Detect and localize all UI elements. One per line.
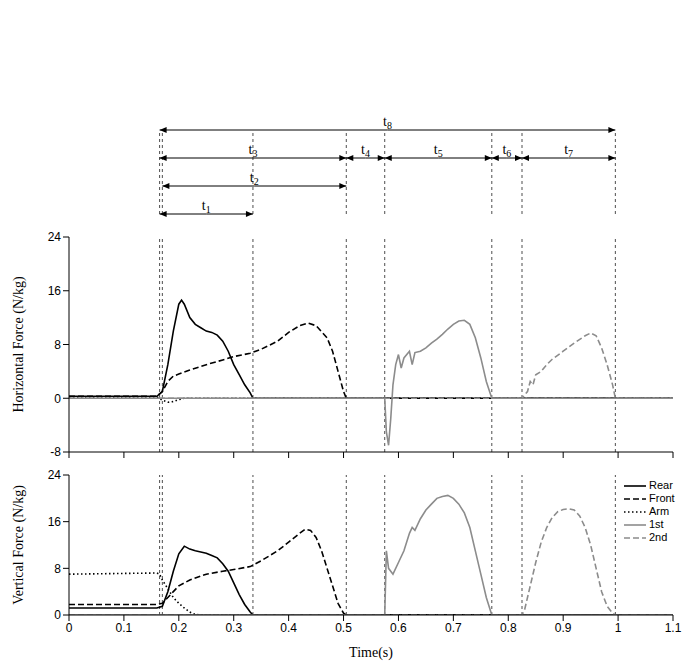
svg-text:8: 8 bbox=[54, 562, 61, 576]
svg-text:0: 0 bbox=[54, 608, 61, 622]
svg-text:-8: -8 bbox=[50, 445, 61, 459]
svg-text:t6: t6 bbox=[502, 142, 511, 159]
svg-text:t3: t3 bbox=[249, 142, 258, 159]
svg-text:0.9: 0.9 bbox=[555, 621, 572, 635]
svg-text:t8: t8 bbox=[383, 114, 392, 131]
svg-text:0.8: 0.8 bbox=[500, 621, 517, 635]
svg-text:0.3: 0.3 bbox=[225, 621, 242, 635]
svg-text:1.1: 1.1 bbox=[665, 621, 682, 635]
svg-text:0: 0 bbox=[54, 392, 61, 406]
svg-text:t7: t7 bbox=[564, 142, 573, 159]
html-text:Arm: Arm bbox=[649, 505, 670, 517]
html-text:Front: Front bbox=[649, 492, 675, 504]
svg-text:8: 8 bbox=[54, 338, 61, 352]
svg-text:Time(s): Time(s) bbox=[349, 645, 393, 661]
svg-text:16: 16 bbox=[48, 284, 62, 298]
svg-text:t4: t4 bbox=[361, 142, 370, 159]
svg-text:16: 16 bbox=[48, 515, 62, 529]
svg-text:Horizontal Force (N/kg): Horizontal Force (N/kg) bbox=[11, 276, 27, 412]
svg-text:1: 1 bbox=[615, 621, 622, 635]
html-text:Rear: Rear bbox=[649, 479, 673, 491]
svg-text:0.5: 0.5 bbox=[335, 621, 352, 635]
svg-text:t2: t2 bbox=[250, 170, 259, 187]
svg-text:0: 0 bbox=[66, 621, 73, 635]
svg-text:0.6: 0.6 bbox=[390, 621, 407, 635]
svg-text:t1: t1 bbox=[202, 198, 211, 215]
svg-text:Vertical Force (N/kg): Vertical Force (N/kg) bbox=[11, 485, 27, 605]
svg-text:24: 24 bbox=[48, 468, 62, 482]
html-text:2nd: 2nd bbox=[649, 531, 668, 543]
svg-text:0.4: 0.4 bbox=[280, 621, 297, 635]
svg-text:0.2: 0.2 bbox=[170, 621, 187, 635]
svg-text:0.1: 0.1 bbox=[116, 621, 133, 635]
svg-text:0.7: 0.7 bbox=[445, 621, 462, 635]
html-text:1st: 1st bbox=[649, 518, 664, 530]
svg-text:24: 24 bbox=[48, 230, 62, 244]
svg-text:t5: t5 bbox=[434, 142, 443, 159]
